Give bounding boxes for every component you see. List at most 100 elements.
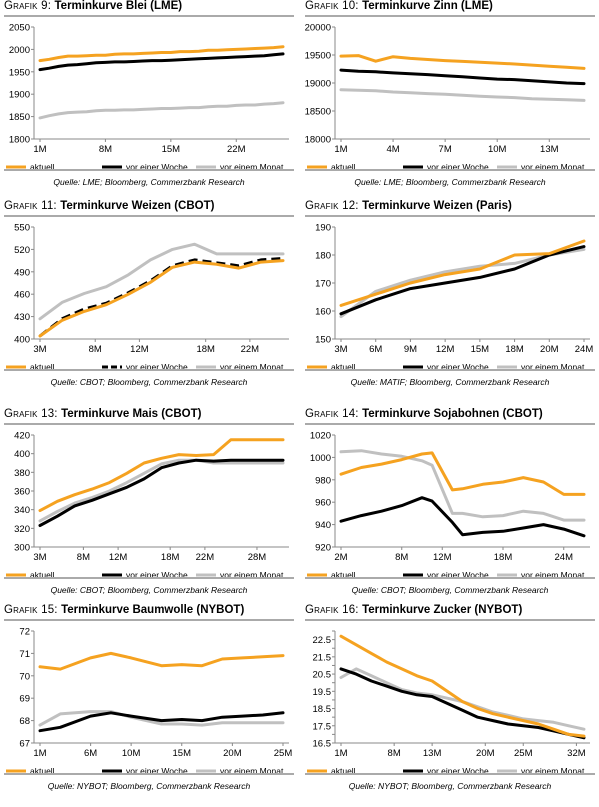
x-tick-label: 18M xyxy=(505,344,524,355)
chart-panel-13: Grafik 13: Terminkurve Mais (CBOT) 300 320… xyxy=(4,408,294,598)
y-tick-label: 920 xyxy=(315,543,331,554)
legend-label-aktuell: aktuell xyxy=(331,570,356,580)
x-tick-label: 8M xyxy=(99,144,112,155)
x-tick-label: 9M xyxy=(404,344,417,355)
series-line-aktuell xyxy=(38,438,285,513)
y-tick-label: 68 xyxy=(19,716,30,727)
chart-source: Quelle: LME; Bloomberg, Commerzbank Rese… xyxy=(53,177,245,187)
legend-label-woche: vor einer Woche xyxy=(126,766,188,776)
legend-label-monat: vor einem Monat xyxy=(220,766,284,776)
chart-title-text: Terminkurve Baumwolle (NYBOT) xyxy=(61,604,245,616)
y-tick-label: 380 xyxy=(14,468,30,479)
chart-svg: 920 940 960 980 1000 1020 2M 8M 12M 18M 24M aktuell… xyxy=(307,431,590,580)
x-tick-label: 10M xyxy=(122,748,141,759)
y-tick-label: 16.5 xyxy=(313,739,332,750)
x-tick-label: 22M xyxy=(196,552,215,563)
x-tick-label: 15M xyxy=(173,748,192,759)
footer-rule xyxy=(305,773,595,775)
x-tick-label: 22M xyxy=(241,344,260,355)
y-tick-label: 430 xyxy=(14,312,30,323)
legend-label-monat: vor einem Monat xyxy=(521,766,585,776)
x-tick-label: 18M xyxy=(196,344,215,355)
y-tick-label: 70 xyxy=(19,671,30,682)
x-tick-label: 3M xyxy=(33,344,46,355)
y-tick-label: 1020 xyxy=(310,431,331,442)
series-line-monat xyxy=(38,242,285,321)
y-tick-label: 17.5 xyxy=(313,721,332,732)
legend-label-woche: vor einer Woche xyxy=(126,362,188,372)
y-tick-label: 20.5 xyxy=(313,670,332,681)
y-tick-label: 21.5 xyxy=(313,652,332,663)
x-tick-label: 3M xyxy=(33,552,46,563)
y-tick-label: 69 xyxy=(19,694,30,705)
legend-label-aktuell: aktuell xyxy=(30,570,55,580)
chart-title-text: Terminkurve Mais (CBOT) xyxy=(61,408,202,420)
legend-label-monat: vor einem Monat xyxy=(220,362,284,372)
x-tick-label: 15M xyxy=(162,144,181,155)
chart-svg: 150 160 170 180 190 3M 6M 9M 12M 15M 18M 20M 24M aktu… xyxy=(307,223,594,372)
title-rule xyxy=(305,619,595,621)
x-tick-label: 20M xyxy=(540,344,559,355)
series-line-aktuell xyxy=(339,54,586,70)
y-tick-label: 360 xyxy=(14,487,30,498)
chart-panel-11: Grafik 11: Terminkurve Weizen (CBOT) 400 4… xyxy=(4,200,294,390)
y-tick-label: 18.5 xyxy=(313,704,332,715)
y-tick-label: 19500 xyxy=(305,51,331,62)
chart-panel-15: Grafik 15: Terminkurve Baumwolle (NYBOT)… xyxy=(4,604,294,794)
x-tick-label: 10M xyxy=(488,144,507,155)
chart-title: Grafik 9: Terminkurve Blei (LME) xyxy=(4,0,182,12)
x-tick-label: 1M xyxy=(33,748,46,759)
footer-rule xyxy=(4,169,294,171)
y-tick-label: 170 xyxy=(315,279,331,290)
x-tick-label: 4M xyxy=(386,144,399,155)
y-tick-label: 1850 xyxy=(9,112,30,123)
legend-label-woche: vor einer Woche xyxy=(126,162,188,172)
chart-title: Grafik 12: Terminkurve Weizen (Paris) xyxy=(305,200,512,212)
chart-source: Quelle: NYBOT; Bloomberg, Commerzbank Re… xyxy=(348,781,552,791)
chart-number: Grafik 14: xyxy=(305,408,363,420)
title-rule xyxy=(305,423,595,425)
chart-number: Grafik 10: xyxy=(305,0,363,12)
footer-rule xyxy=(305,577,595,579)
chart-source: Quelle: CBOT; Bloomberg, Commerzbank Res… xyxy=(351,585,549,595)
chart-title: Grafik 13: Terminkurve Mais (CBOT) xyxy=(4,408,201,420)
x-tick-label: 20M xyxy=(476,748,495,759)
chart-number: Grafik 12: xyxy=(305,200,363,212)
y-tick-label: 460 xyxy=(14,290,30,301)
chart-panel-16: Grafik 16: Terminkurve Zucker (NYBOT) 16.… xyxy=(305,604,595,794)
legend-label-aktuell: aktuell xyxy=(331,766,356,776)
legend-label-monat: vor einem Monat xyxy=(220,570,284,580)
x-tick-label: 1M xyxy=(334,144,347,155)
y-tick-label: 550 xyxy=(14,223,30,234)
x-tick-label: 22M xyxy=(227,144,246,155)
series-line-aktuell xyxy=(339,634,586,738)
y-tick-label: 19000 xyxy=(305,79,331,90)
y-tick-label: 18500 xyxy=(305,107,331,118)
legend-label-woche: vor einer Woche xyxy=(427,570,489,580)
y-tick-label: 20000 xyxy=(305,23,331,34)
x-tick-label: 24M xyxy=(575,344,594,355)
y-tick-label: 18000 xyxy=(305,135,331,146)
y-tick-label: 150 xyxy=(315,335,331,346)
chart-panel-9: Grafik 9: Terminkurve Blei (LME) 1800 1850… xyxy=(4,0,294,190)
series-line-woche xyxy=(39,256,284,338)
chart-panel-10: Grafik 10: Terminkurve Zinn (LME) 18000 18… xyxy=(305,0,595,190)
y-tick-label: 1800 xyxy=(9,135,30,146)
chart-title-text: Terminkurve Weizen (CBOT) xyxy=(60,200,215,212)
legend-label-woche: vor einer Woche xyxy=(427,362,489,372)
chart-title-text: Terminkurve Zucker (NYBOT) xyxy=(362,604,523,616)
chart-number: Grafik 11: xyxy=(4,200,61,212)
legend-label-aktuell: aktuell xyxy=(30,362,55,372)
chart-svg: 67 68 69 70 71 72 1M 6M 10M 15M 20M 25M aktuell vor e… xyxy=(6,627,292,776)
chart-title-text: Terminkurve Sojabohnen (CBOT) xyxy=(362,408,543,420)
chart-source: Quelle: CBOT; Bloomberg, Commerzbank Res… xyxy=(50,585,248,595)
x-tick-label: 2M xyxy=(334,552,347,563)
y-tick-label: 940 xyxy=(315,520,331,531)
chart-number: Grafik 13: xyxy=(4,408,62,420)
chart-source: Quelle: CBOT; Bloomberg, Commerzbank Res… xyxy=(50,377,248,387)
y-tick-label: 980 xyxy=(315,475,331,486)
x-tick-label: 15M xyxy=(471,344,490,355)
series-line-aktuell xyxy=(339,239,586,307)
y-tick-label: 180 xyxy=(315,251,331,262)
y-tick-label: 400 xyxy=(14,449,30,460)
